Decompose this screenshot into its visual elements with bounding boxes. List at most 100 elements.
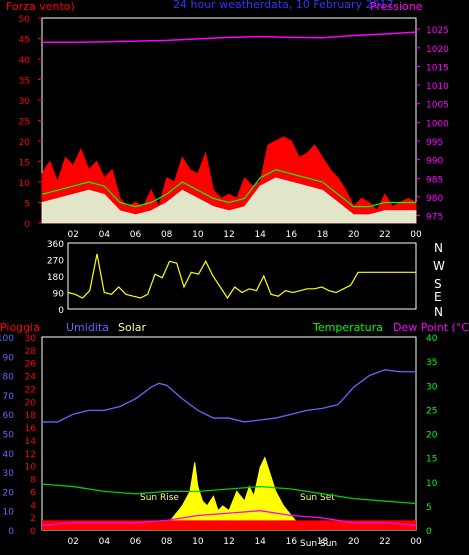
bottom-x-tick: 04 bbox=[99, 537, 111, 547]
direction-y-tick: 360 bbox=[47, 240, 64, 250]
bottom-x-tick: 14 bbox=[254, 537, 266, 547]
wind-y-tick: 35 bbox=[19, 77, 30, 87]
dewpoint-line bbox=[41, 510, 417, 526]
wind-y-tick: 0 bbox=[24, 220, 30, 230]
wind-x-tick: 18 bbox=[317, 230, 329, 240]
wind-x-tick: 20 bbox=[348, 230, 360, 240]
direction-panel bbox=[67, 242, 417, 310]
humidity-y-tick: 30 bbox=[3, 469, 15, 479]
wind-y-tick: 50 bbox=[19, 15, 31, 25]
rain-y-tick: 12 bbox=[25, 450, 36, 460]
humidity-line bbox=[42, 369, 416, 423]
temp-y-tick: 0 bbox=[426, 527, 432, 537]
bottom-panel bbox=[41, 336, 417, 531]
pressure-y-tick: 1015 bbox=[426, 63, 449, 73]
wind-x-tick: 16 bbox=[286, 230, 298, 240]
bottom-x-tick: 10 bbox=[192, 537, 204, 547]
bottom-x-tick: 08 bbox=[161, 537, 173, 547]
rain-y-tick: 4 bbox=[30, 501, 36, 511]
temp-y-tick: 10 bbox=[426, 479, 438, 489]
wind-y-tick: 10 bbox=[19, 179, 31, 189]
humidity-y-tick: 40 bbox=[3, 450, 15, 460]
rain-y-tick: 24 bbox=[25, 373, 37, 383]
humidity-y-tick: 90 bbox=[3, 353, 15, 363]
chart-title: 24 hour weatherdata, 10 February 2017 bbox=[173, 0, 394, 11]
pressure-y-tick: 1010 bbox=[426, 82, 449, 92]
pressure-y-tick: 975 bbox=[426, 213, 443, 223]
wind-x-tick: 22 bbox=[379, 230, 390, 240]
wind-x-tick: 02 bbox=[67, 230, 78, 240]
temp-y-tick: 35 bbox=[426, 358, 437, 368]
wind-y-tick: 20 bbox=[19, 138, 31, 148]
humidity-y-tick: 100 bbox=[0, 334, 14, 344]
wind-y-tick: 5 bbox=[24, 200, 30, 210]
pressure-axis-title: Pressione bbox=[370, 0, 423, 13]
temp-y-tick: 20 bbox=[426, 431, 438, 441]
humidity-y-tick: 70 bbox=[3, 392, 15, 402]
temperature-axis-title: Temperatura bbox=[312, 321, 383, 334]
pressure-y-tick: 995 bbox=[426, 138, 443, 148]
direction-y-tick: 90 bbox=[53, 290, 65, 300]
humidity-y-tick: 60 bbox=[3, 411, 15, 421]
solar-axis-title: Solar bbox=[118, 321, 147, 334]
temp-y-tick: 15 bbox=[426, 455, 437, 465]
sunrise-annotation: Sun Rise bbox=[140, 493, 179, 503]
bottom-x-tick: 02 bbox=[67, 537, 78, 547]
direction-y-tick: 0 bbox=[58, 306, 64, 316]
rain-axis-title: Pioggia bbox=[0, 321, 40, 334]
temp-y-tick: 40 bbox=[426, 334, 438, 344]
dewpoint-axis-title: Dew Point (°C) bbox=[393, 321, 469, 334]
wind-y-tick: 15 bbox=[19, 159, 30, 169]
rain-y-tick: 10 bbox=[25, 463, 37, 473]
wind-x-tick: 10 bbox=[192, 230, 204, 240]
sunset-annotation: Sun Set bbox=[300, 493, 335, 503]
pressure-y-tick: 1000 bbox=[426, 119, 449, 129]
rain-y-tick: 8 bbox=[30, 476, 36, 486]
bottom-x-tick: 16 bbox=[286, 537, 298, 547]
humidity-y-tick: 80 bbox=[3, 373, 15, 383]
rain-y-tick: 16 bbox=[25, 424, 37, 434]
wind-x-tick: 08 bbox=[161, 230, 173, 240]
wind-y-tick: 45 bbox=[19, 36, 30, 46]
bottom-x-tick: 00 bbox=[410, 537, 422, 547]
wind-y-tick: 25 bbox=[19, 118, 30, 128]
dir-label-s: S bbox=[434, 277, 442, 291]
dir-label-n2: N bbox=[434, 305, 443, 319]
temp-y-tick: 25 bbox=[426, 406, 437, 416]
bottom-x-tick: 12 bbox=[223, 537, 234, 547]
wind-y-tick: 40 bbox=[19, 56, 31, 66]
wind-y-tick: 30 bbox=[19, 97, 31, 107]
wind-x-tick: 06 bbox=[130, 230, 142, 240]
pressure-y-tick: 990 bbox=[426, 157, 443, 167]
temperature-line bbox=[41, 483, 417, 505]
direction-line bbox=[67, 253, 416, 300]
bottom-x-tick: 22 bbox=[379, 537, 390, 547]
rain-y-tick: 6 bbox=[30, 488, 36, 498]
bottom-x-tick: 20 bbox=[348, 537, 360, 547]
dir-label-n1: N bbox=[434, 241, 443, 255]
dir-label-e: E bbox=[434, 290, 442, 304]
pressure-line bbox=[42, 31, 417, 43]
wind-gust-line bbox=[41, 169, 416, 208]
bottom-x-tick: 18 bbox=[317, 537, 329, 547]
pressure-y-tick: 1020 bbox=[426, 45, 449, 55]
rain-y-tick: 30 bbox=[25, 334, 37, 344]
wind-x-tick: 14 bbox=[254, 230, 266, 240]
humidity-y-tick: 10 bbox=[3, 508, 15, 518]
rain-y-tick: 14 bbox=[25, 437, 37, 447]
rain-y-tick: 2 bbox=[30, 514, 36, 524]
humidity-axis-title: Umidita bbox=[66, 321, 109, 334]
temp-y-tick: 30 bbox=[426, 382, 438, 392]
dir-label-w: W bbox=[433, 259, 445, 273]
direction-y-tick: 270 bbox=[47, 257, 64, 267]
direction-y-tick: 180 bbox=[47, 273, 64, 283]
wind-x-tick: 04 bbox=[99, 230, 111, 240]
rain-y-tick: 20 bbox=[25, 398, 37, 408]
pressure-y-tick: 1025 bbox=[426, 26, 449, 36]
temp-y-tick: 5 bbox=[426, 503, 432, 513]
pressure-y-tick: 1005 bbox=[426, 101, 449, 111]
humidity-y-tick: 0 bbox=[8, 527, 14, 537]
bottom-x-tick: 06 bbox=[130, 537, 142, 547]
humidity-y-tick: 20 bbox=[3, 488, 15, 498]
